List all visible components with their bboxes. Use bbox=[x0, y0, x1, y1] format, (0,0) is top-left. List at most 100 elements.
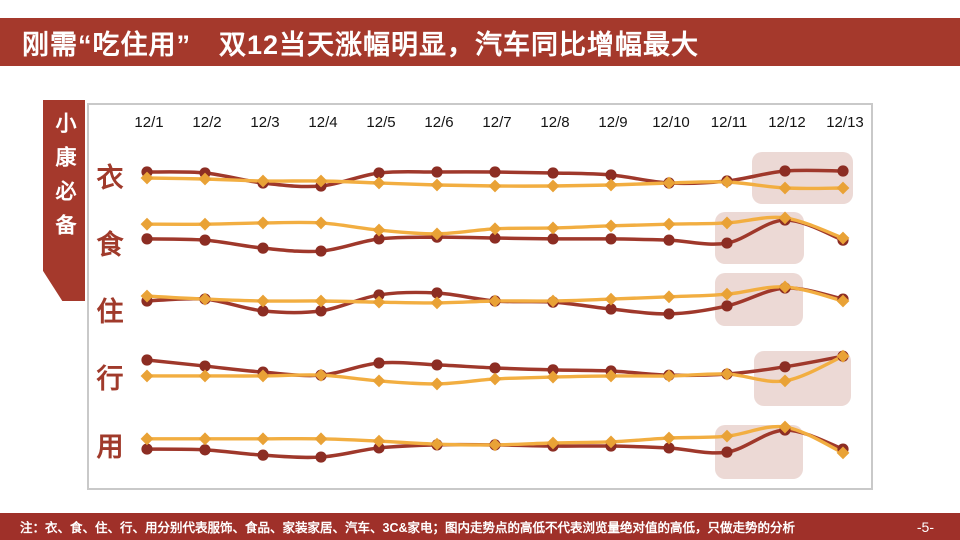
footer-bar: 注：衣、食、住、行、用分别代表服饰、食品、家装家居、汽车、3C&家电；图内走势点… bbox=[0, 513, 960, 540]
data-point-orange bbox=[430, 296, 444, 310]
data-point-orange bbox=[198, 217, 212, 231]
data-point-dark bbox=[721, 446, 733, 458]
category-label-行: 行 bbox=[96, 364, 124, 394]
data-point-orange bbox=[778, 211, 792, 225]
slide-title: 刚需“吃住用” 双12当天涨幅明显，汽车同比增幅最大 bbox=[22, 29, 700, 60]
data-point-orange bbox=[546, 294, 560, 308]
data-point-orange bbox=[604, 292, 618, 306]
data-point-orange bbox=[488, 222, 502, 236]
data-point-dark bbox=[605, 233, 617, 245]
data-point-orange bbox=[140, 217, 154, 231]
data-point-orange bbox=[720, 367, 734, 381]
title-bar: 刚需“吃住用” 双12当天涨幅明显，汽车同比增幅最大 bbox=[0, 18, 960, 66]
data-point-orange bbox=[662, 217, 676, 231]
data-point-dark bbox=[547, 364, 559, 376]
data-point-orange bbox=[430, 227, 444, 241]
data-point-orange bbox=[662, 369, 676, 383]
data-point-orange bbox=[256, 294, 270, 308]
data-point-orange bbox=[256, 432, 270, 446]
data-point-orange bbox=[198, 369, 212, 383]
data-point-orange bbox=[256, 369, 270, 383]
data-point-orange bbox=[430, 178, 444, 192]
data-point-orange bbox=[488, 372, 502, 386]
data-point-orange bbox=[836, 231, 850, 245]
data-point-orange bbox=[662, 176, 676, 190]
data-point-dark bbox=[489, 232, 501, 244]
data-point-dark bbox=[663, 308, 675, 320]
date-label-12-1: 12/1 bbox=[134, 114, 164, 131]
data-point-orange bbox=[314, 368, 328, 382]
data-point-dark bbox=[547, 233, 559, 245]
data-point-dark bbox=[315, 245, 327, 257]
data-point-orange bbox=[778, 280, 792, 294]
date-label-12-9: 12/9 bbox=[598, 114, 628, 131]
data-point-orange bbox=[720, 175, 734, 189]
data-point-orange bbox=[140, 289, 154, 303]
date-label-12-3: 12/3 bbox=[250, 114, 280, 131]
data-point-dark bbox=[431, 287, 443, 299]
data-point-orange bbox=[488, 294, 502, 308]
data-point-orange bbox=[372, 434, 386, 448]
data-point-orange bbox=[198, 172, 212, 186]
category-label-住: 住 bbox=[96, 297, 124, 327]
data-point-orange bbox=[546, 436, 560, 450]
data-point-orange bbox=[778, 420, 792, 434]
data-point-orange bbox=[372, 223, 386, 237]
data-point-orange bbox=[604, 219, 618, 233]
data-point-orange bbox=[314, 216, 328, 230]
data-point-dark bbox=[721, 237, 733, 249]
date-label-12-10: 12/10 bbox=[652, 114, 690, 131]
data-point-orange bbox=[662, 290, 676, 304]
data-point-orange bbox=[372, 176, 386, 190]
data-point-orange bbox=[314, 294, 328, 308]
data-point-orange bbox=[720, 216, 734, 230]
data-point-dark bbox=[489, 362, 501, 374]
data-point-dark bbox=[837, 165, 849, 177]
date-label-12-4: 12/4 bbox=[308, 114, 338, 131]
data-point-orange bbox=[662, 431, 676, 445]
data-point-dark bbox=[373, 357, 385, 369]
date-label-12-6: 12/6 bbox=[424, 114, 454, 131]
data-point-orange bbox=[720, 429, 734, 443]
date-label-12-8: 12/8 bbox=[540, 114, 570, 131]
data-point-orange bbox=[836, 181, 850, 195]
data-point-orange bbox=[546, 370, 560, 384]
data-point-orange bbox=[372, 295, 386, 309]
data-point-dark bbox=[141, 443, 153, 455]
data-point-dark bbox=[257, 305, 269, 317]
page-number: -5- bbox=[916, 518, 934, 535]
data-point-orange bbox=[604, 369, 618, 383]
data-point-dark bbox=[141, 233, 153, 245]
highlight-box-食 bbox=[715, 212, 804, 264]
data-point-dark bbox=[373, 289, 385, 301]
data-point-orange bbox=[372, 374, 386, 388]
date-label-12-2: 12/2 bbox=[192, 114, 222, 131]
date-label-12-13: 12/13 bbox=[826, 114, 864, 131]
data-point-dark bbox=[431, 359, 443, 371]
data-point-dark bbox=[779, 165, 791, 177]
sidebar-ribbon-label: 小康必备 bbox=[53, 112, 76, 248]
data-point-orange bbox=[488, 179, 502, 193]
category-label-食: 食 bbox=[96, 230, 124, 260]
data-point-orange bbox=[198, 432, 212, 446]
data-point-dark bbox=[663, 442, 675, 454]
data-point-dark bbox=[547, 167, 559, 179]
data-point-dark bbox=[315, 451, 327, 463]
data-point-orange bbox=[778, 374, 792, 388]
data-point-dark bbox=[373, 167, 385, 179]
date-label-12-11: 12/11 bbox=[710, 114, 748, 131]
data-point-orange bbox=[836, 446, 850, 460]
data-point-orange bbox=[140, 171, 154, 185]
data-point-orange bbox=[604, 435, 618, 449]
data-point-dark bbox=[315, 305, 327, 317]
data-point-orange bbox=[140, 432, 154, 446]
category-label-用: 用 bbox=[96, 432, 124, 462]
date-label-12-5: 12/5 bbox=[366, 114, 396, 131]
data-point-orange bbox=[720, 287, 734, 301]
data-point-orange bbox=[198, 292, 212, 306]
data-point-dark bbox=[373, 442, 385, 454]
footer-note: 注：衣、食、住、行、用分别代表服饰、食品、家装家居、汽车、3C&家电；图内走势点… bbox=[20, 521, 796, 535]
data-point-orange bbox=[604, 178, 618, 192]
highlight-box-用 bbox=[715, 425, 803, 479]
